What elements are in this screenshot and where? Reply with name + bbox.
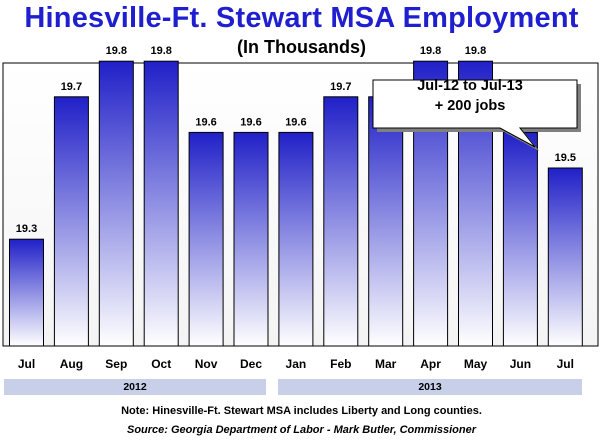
- chart-note: Note: Hinesville-Ft. Stewart MSA include…: [121, 405, 482, 417]
- callout-line-1: Jul-12 to Jul-13: [417, 78, 523, 94]
- bar-2-sep: [98, 60, 134, 347]
- category-label-9: Apr: [420, 357, 441, 371]
- category-label-7: Feb: [330, 357, 351, 371]
- value-label-5: 19.6: [240, 116, 261, 128]
- value-label-9: 19.8: [420, 45, 441, 57]
- chart-title: Hinesville-Ft. Stewart MSA Employment: [24, 2, 579, 34]
- value-label-6: 19.6: [285, 116, 306, 128]
- category-label-3: Oct: [151, 357, 171, 371]
- category-label-8: Mar: [375, 357, 397, 371]
- bar-0-jul: [9, 238, 44, 347]
- category-label-11: Jun: [510, 357, 531, 371]
- category-label-1: Aug: [60, 357, 83, 371]
- bar-4-nov: [188, 131, 224, 347]
- value-label-0: 19.3: [16, 223, 37, 235]
- bar-7-feb: [323, 96, 359, 347]
- bar-11-jun: [502, 131, 538, 347]
- value-label-3: 19.8: [150, 45, 171, 57]
- bar-6-jan: [278, 131, 314, 347]
- year-band-2013: [278, 379, 582, 395]
- category-label-2: Sep: [105, 357, 127, 371]
- chart-subtitle: (In Thousands): [237, 37, 366, 57]
- callout-line-2: + 200 jobs: [434, 98, 506, 114]
- value-label-12: 19.5: [555, 152, 576, 164]
- year-label-2012: 2012: [123, 381, 147, 393]
- value-label-1: 19.7: [61, 81, 82, 93]
- category-label-12: Jul: [557, 357, 574, 371]
- callout-text: Jul-12 to Jul-13 + 200 jobs: [371, 76, 569, 116]
- callout-box: [372, 79, 578, 148]
- category-label-6: Jan: [286, 357, 307, 371]
- category-label-10: May: [464, 357, 488, 371]
- bar-12-jul: [547, 167, 583, 347]
- bar-1-aug: [53, 96, 89, 347]
- bar-5-dec: [233, 131, 269, 347]
- bar-3-oct: [143, 60, 179, 347]
- value-label-7: 19.7: [330, 81, 351, 93]
- value-label-4: 19.6: [195, 116, 216, 128]
- chart-source: Source: Georgia Department of Labor - Ma…: [126, 424, 476, 436]
- year-label-2013: 2013: [418, 381, 442, 393]
- category-label-0: Jul: [18, 357, 35, 371]
- value-label-2: 19.8: [106, 45, 127, 57]
- year-band-2012: [4, 379, 266, 395]
- callout-bubble: [372, 79, 581, 151]
- value-label-10: 19.8: [465, 45, 486, 57]
- bar-8-mar: [368, 96, 404, 347]
- category-label-4: Nov: [195, 357, 218, 371]
- category-label-5: Dec: [240, 357, 262, 371]
